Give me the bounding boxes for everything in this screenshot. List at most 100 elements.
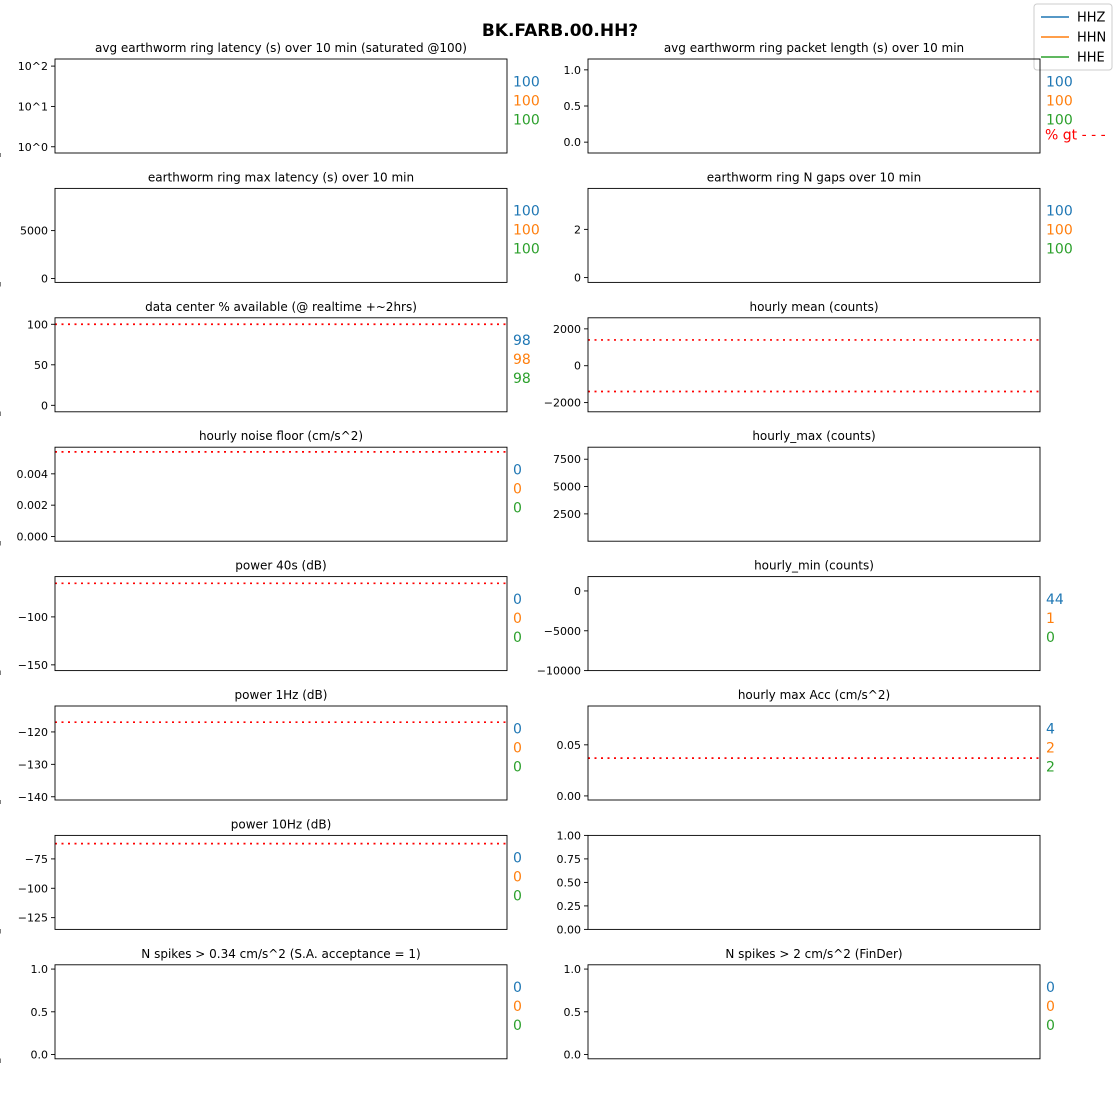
percent-label-hhn: 0 <box>513 870 522 886</box>
subplot-title: hourly max Acc (cm/s^2) <box>738 688 890 702</box>
y-tick-label: 100 <box>27 318 48 331</box>
percent-label-hhe: 0 <box>513 889 522 905</box>
percent-label-hhe: 0 <box>513 500 522 516</box>
legend-frame <box>1033 3 1113 71</box>
axes-frame <box>587 187 1041 283</box>
y-tick-label: 0 <box>41 399 48 412</box>
y-tick-label: −140 <box>18 791 48 804</box>
y-tick-label: −120 <box>18 726 48 739</box>
subplot-title: hourly noise floor (cm/s^2) <box>199 429 363 443</box>
y-tick-label: 0.00 <box>557 790 582 803</box>
y-tick-label: 0.002 <box>17 499 49 512</box>
percent-label-hhn: 98 <box>513 352 531 368</box>
percent-label-hhz: 4 <box>1046 721 1055 737</box>
percent-label-hhe: 98 <box>513 371 531 387</box>
y-tick-label: −100 <box>18 882 48 895</box>
y-tick-label: −2000 <box>544 397 581 410</box>
y-tick-label: 1.0 <box>564 963 582 976</box>
y-tick-label: 1.0 <box>31 963 49 976</box>
subplot-title: data center % available (@ realtime +~2h… <box>145 300 417 314</box>
axes-frame <box>54 834 508 930</box>
percent-label-hhz: 0 <box>1046 980 1055 996</box>
percent-label-hhn: 0 <box>513 481 522 497</box>
y-tick-label: 10^0 <box>18 141 48 154</box>
subplot-title: hourly mean (counts) <box>749 300 878 314</box>
subplot-grid: avg earthworm ring latency (s) over 10 m… <box>0 41 1106 1063</box>
y-tick-label: 5000 <box>553 481 581 494</box>
y-tick-label: 0.25 <box>557 900 582 913</box>
percent-label-hhz: 44 <box>1046 592 1064 608</box>
legend-label-hhe: HHE <box>1077 51 1105 66</box>
percent-label-hhe: 0 <box>1046 630 1055 646</box>
subplot-sa: N spikes > 0.34 cm/s^2 (S.A. acceptance … <box>0 947 522 1063</box>
percent-label-hhn: 100 <box>513 93 540 109</box>
percent-label-hhn: 0 <box>513 611 522 627</box>
y-tick-label: 0 <box>574 272 581 285</box>
percent-label-hhn: 0 <box>1046 999 1055 1015</box>
y-tick-label: 7500 <box>553 453 581 466</box>
subplot-hmin: hourly_min (counts) −100 0 0 −5000 0 44 1 0 <box>0 559 1064 678</box>
percent-label-hhe: 100 <box>1046 112 1073 128</box>
y-tick-label: 0.5 <box>31 1006 49 1019</box>
subplot-title: hourly_min (counts) <box>754 559 874 573</box>
y-tick-label: −100 <box>18 611 48 624</box>
percent-label-hhz: 100 <box>513 74 540 90</box>
subplot-hmax: hourly_max (counts) 2500 5000 7500 <box>0 429 1041 546</box>
plot-area <box>588 339 1040 393</box>
percent-gt-label: % gt - - - <box>1045 127 1106 143</box>
legend-label-hhn: HHN <box>1077 31 1106 46</box>
subplot-finder: N spikes > 2 cm/s^2 (FinDer)0.00.51.0202… <box>0 947 1055 1063</box>
percent-label-hhn: 100 <box>1046 93 1073 109</box>
y-tick-label: −125 <box>18 912 48 925</box>
subplot-title: power 40s (dB) <box>235 559 326 573</box>
axes-frame <box>587 964 1041 1060</box>
axes-frame <box>587 576 1041 672</box>
percent-label-hhe: 0 <box>513 630 522 646</box>
percent-label-hhn: 2 <box>1046 740 1055 756</box>
subplot-title: earthworm ring max latency (s) over 10 m… <box>148 170 414 184</box>
percent-label-hhz: 0 <box>513 851 522 867</box>
percent-label-hhe: 100 <box>513 242 540 258</box>
axes-frame <box>54 446 508 542</box>
y-tick-label: 2 <box>574 223 581 236</box>
subplot-title: avg earthworm ring latency (s) over 10 m… <box>95 41 467 55</box>
subplot-noise: hourly noise floor (cm/s^2) 0.000 0.002 0.0… <box>0 429 522 546</box>
y-tick-label: 0.0 <box>564 1049 582 1062</box>
percent-label-hhz: 0 <box>513 592 522 608</box>
legend: HHZ HHN HHE <box>1033 3 1113 71</box>
percent-label-hhz: 0 <box>513 462 522 478</box>
y-tick-label: 0.000 <box>17 531 49 544</box>
y-tick-label: 0.0 <box>31 1049 49 1062</box>
y-tick-label: 0.5 <box>564 100 582 113</box>
y-tick-label: 2500 <box>553 508 581 521</box>
axes-frame <box>587 317 1041 413</box>
y-tick-label: −130 <box>18 758 48 771</box>
percent-label-hhn: 1 <box>1046 611 1055 627</box>
y-tick-label: 0.5 <box>564 1006 582 1019</box>
subplot-p10hz: power 10Hz (dB) −125 −100 −75 0 0 0 <box>0 817 522 934</box>
percent-label-hhn: 0 <box>513 999 522 1015</box>
subplot-avail: data center % available (@ realtime +~2h… <box>0 300 531 416</box>
y-tick-label: 2000 <box>553 323 581 336</box>
subplot-title: avg earthworm ring packet length (s) ove… <box>664 41 964 55</box>
subplot-title: hourly_max (counts) <box>752 429 875 443</box>
subplot-maxlat: earthworm ring max latency (s) over 10 m… <box>0 170 540 287</box>
percent-label-hhn: 0 <box>513 740 522 756</box>
subplot-maxacc: hourly max Acc (cm/s^2) 0.00 0.05 4 2 2 <box>0 688 1055 804</box>
y-tick-label: −5000 <box>544 625 581 638</box>
subplot-p40: power 40s (dB) −150 −100 0 0 0 <box>0 559 522 675</box>
subplot-empty: 0.00 0.25 0.50 0.75 1.00 <box>0 829 1041 936</box>
percent-label-hhe: 100 <box>1046 242 1073 258</box>
axes-frame <box>54 58 508 154</box>
percent-label-hhn: 100 <box>513 223 540 239</box>
percent-label-hhn: 100 <box>1046 223 1073 239</box>
percent-label-hhe: 2 <box>1046 759 1055 775</box>
y-tick-label: −150 <box>18 659 48 672</box>
y-tick-label: 0 <box>574 585 581 598</box>
subplot-hmean: hourly mean (counts) −2000 0 2000 <box>0 300 1041 416</box>
subplot-latency: avg earthworm ring latency (s) over 10 m… <box>0 41 540 157</box>
y-tick-label: 0 <box>574 360 581 373</box>
percent-label-hhe: 0 <box>513 1018 522 1034</box>
percent-label-hhz: 100 <box>1046 204 1073 220</box>
